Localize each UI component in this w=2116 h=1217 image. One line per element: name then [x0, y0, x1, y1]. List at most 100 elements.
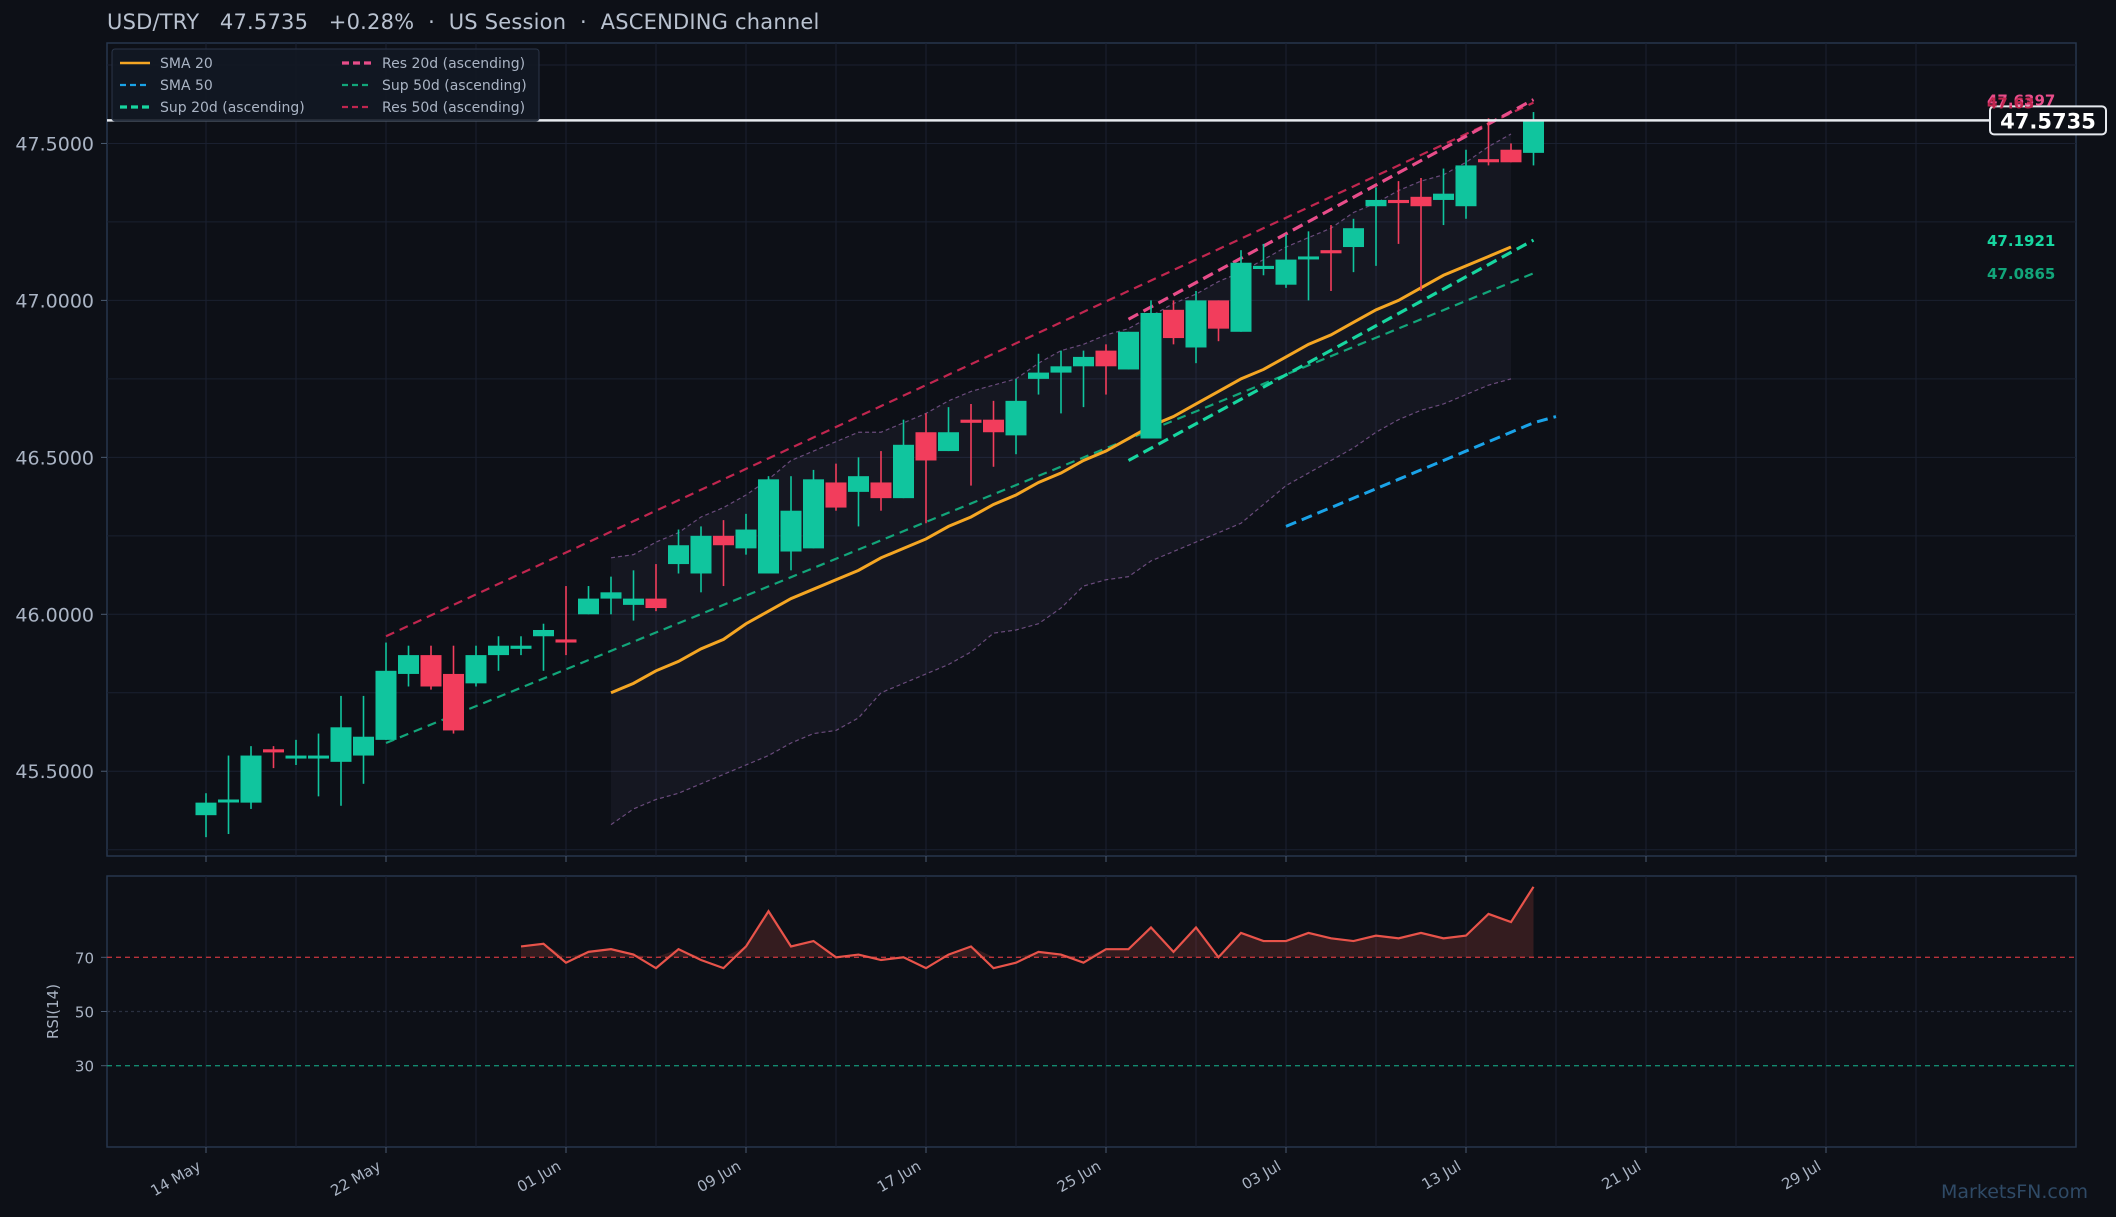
- sma-20-line: [610, 245, 1512, 695]
- legend-label: SMA 50: [160, 78, 213, 94]
- candle-down: [960, 403, 982, 486]
- candle-body: [555, 639, 577, 643]
- candle-up: [1185, 290, 1207, 364]
- candle-up: [1073, 350, 1094, 408]
- rsi-line: [520, 886, 1535, 970]
- candle-body: [1343, 228, 1364, 248]
- legend-label: Sup 20d (ascending): [160, 100, 305, 116]
- candle-body: [1275, 259, 1297, 285]
- y-tick-label: 46.0000: [15, 604, 94, 626]
- change: +0.28%: [328, 10, 415, 34]
- candle-body: [713, 535, 734, 546]
- channel-type: ASCENDING channel: [600, 10, 820, 34]
- candle-body: [1118, 331, 1139, 370]
- candle-down: [1478, 118, 1499, 166]
- channel-value-label: 47.1921: [1987, 232, 2055, 250]
- x-tick-label: 21 Jul: [1599, 1157, 1644, 1194]
- symbol: USD/TRY: [107, 10, 200, 34]
- candle-body: [398, 655, 419, 674]
- candle-up: [1140, 300, 1162, 439]
- candle-up: [510, 636, 532, 656]
- candle-down: [1388, 181, 1409, 244]
- separator: ·: [579, 10, 587, 34]
- candle-body: [285, 755, 307, 759]
- x-tick-label: 13 Jul: [1419, 1157, 1464, 1194]
- candle-up: [218, 755, 239, 835]
- candle-body: [195, 802, 217, 816]
- candle-body: [1050, 366, 1072, 373]
- candle-body: [758, 479, 779, 574]
- candle-up: [195, 793, 217, 838]
- candle-body: [443, 673, 464, 731]
- sma-50-line: [1285, 415, 1557, 528]
- candle-body: [533, 629, 554, 637]
- candle-body: [1230, 262, 1252, 332]
- candle-up: [330, 695, 352, 806]
- candle-down: [1410, 177, 1432, 291]
- candle-body: [1253, 265, 1274, 270]
- candle-body: [668, 545, 689, 565]
- candle-down: [1163, 300, 1184, 345]
- candle-body: [1005, 400, 1027, 436]
- candle-body: [983, 419, 1004, 433]
- candle-body: [1298, 256, 1319, 260]
- x-tick-label: 09 Jun: [694, 1157, 744, 1196]
- band-lower-line: [610, 378, 1512, 826]
- candle-body: [218, 799, 239, 803]
- res-20d-line: [1127, 98, 1535, 321]
- candle-body: [1523, 120, 1544, 153]
- candle-body: [735, 529, 757, 549]
- candle-up: [240, 746, 262, 809]
- rsi-axis-label: RSI(14): [44, 984, 62, 1039]
- candle-down: [263, 746, 284, 769]
- candle-body: [1365, 199, 1387, 207]
- candle-body: [645, 598, 667, 609]
- candle-body: [1073, 356, 1094, 367]
- candle-down: [915, 413, 937, 524]
- candle-up: [758, 476, 779, 574]
- candle-up: [1298, 231, 1319, 301]
- candle-body: [1208, 300, 1229, 329]
- candle-up: [848, 457, 869, 527]
- candle-body: [1320, 250, 1342, 254]
- legend: SMA 20 SMA 50 Sup 20d (ascending) Res 20d (…: [111, 48, 540, 122]
- candle-body: [690, 535, 712, 574]
- x-tick-label: 22 May: [327, 1157, 384, 1200]
- legend-label: Res 20d (ascending): [382, 56, 525, 72]
- price-panel: 45.5000 46.0000 46.5000 47.0000 47.5000 47.57…: [15, 42, 2107, 857]
- candle-down: [870, 451, 892, 511]
- channel-value-label: 47.6397: [1987, 92, 2055, 110]
- candle-down: [1208, 300, 1229, 342]
- current-price-label: 47.5735: [2000, 109, 2096, 133]
- x-tick-label: 29 Jul: [1779, 1157, 1824, 1194]
- candle-body: [308, 755, 329, 759]
- candle-up: [803, 469, 824, 549]
- volatility-band-fill: [611, 134, 1511, 825]
- candle-down: [443, 645, 464, 734]
- candle-down: [983, 400, 1004, 467]
- x-tick-label: 14 May: [147, 1157, 204, 1200]
- candle-up: [353, 695, 374, 784]
- candle-body: [938, 432, 959, 452]
- candle-up: [1433, 168, 1454, 226]
- candle-body: [600, 592, 622, 599]
- candle-up: [1365, 187, 1387, 266]
- candle-body: [330, 727, 352, 762]
- candle-up: [1343, 218, 1364, 273]
- candle-body: [263, 749, 284, 753]
- candle-body: [803, 479, 824, 549]
- res-50d-line: [385, 101, 1534, 638]
- y-tick-label: 47.0000: [15, 290, 94, 312]
- candle-up: [668, 529, 689, 574]
- candle-body: [1140, 312, 1162, 439]
- candle-body: [1028, 372, 1049, 379]
- candle-down: [1320, 225, 1342, 291]
- candle-body: [353, 736, 374, 756]
- candle-down: [555, 586, 577, 656]
- legend-box: [111, 48, 540, 122]
- candle-body: [465, 655, 487, 684]
- y-tick-label: 47.5000: [15, 133, 94, 155]
- candle-body: [420, 655, 442, 687]
- candle-body: [825, 482, 847, 508]
